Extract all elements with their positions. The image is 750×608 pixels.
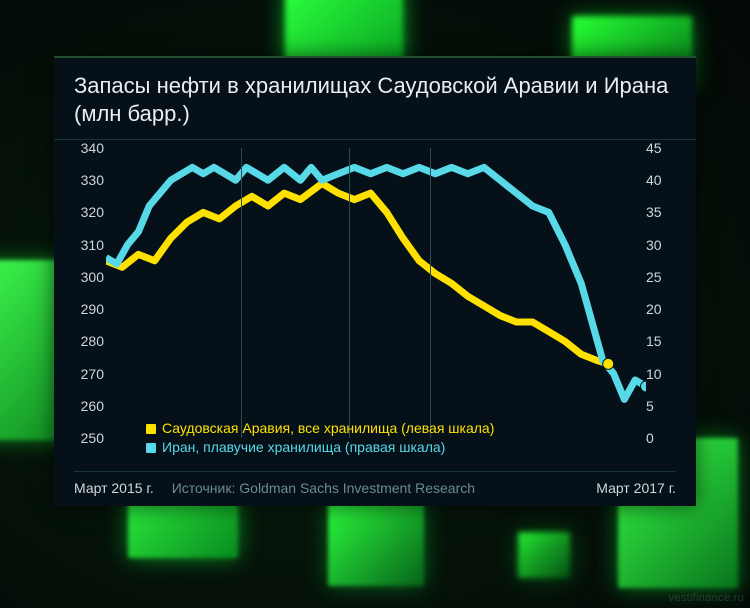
y-tick: 270 [74,367,104,381]
chart-area: 250260270280290300310320330340 051015202… [74,148,676,438]
y-tick: 290 [74,302,104,316]
y-tick: 35 [646,205,676,219]
y-axis-left: 250260270280290300310320330340 [74,148,104,438]
y-tick: 30 [646,238,676,252]
legend-item-saudi: Саудовская Аравия, все хранилища (левая … [146,419,494,439]
y-axis-right: 051015202530354045 [646,148,676,438]
end-marker-iran [641,381,647,392]
y-tick: 320 [74,205,104,219]
grid-line [430,148,431,438]
decor-cube [518,532,570,578]
watermark: vestifinance.ru [669,592,744,604]
grid-line [349,148,350,438]
y-tick: 25 [646,270,676,284]
y-tick: 280 [74,334,104,348]
chart-footer: Март 2015 г. Источник: Goldman Sachs Inv… [74,471,676,496]
source-label: Источник: Goldman Sachs Investment Resea… [172,480,475,496]
plot-region [106,148,646,438]
y-tick: 0 [646,431,676,445]
y-tick: 310 [74,238,104,252]
legend-swatch [146,443,156,453]
y-tick: 10 [646,367,676,381]
legend-label: Саудовская Аравия, все хранилища (левая … [162,419,494,439]
y-tick: 5 [646,399,676,413]
y-tick: 300 [74,270,104,284]
legend-swatch [146,424,156,434]
y-tick: 330 [74,173,104,187]
y-tick: 15 [646,334,676,348]
grid-line [241,148,242,438]
title-block: Запасы нефти в хранилищах Саудовской Ара… [54,58,696,140]
y-tick: 260 [74,399,104,413]
end-marker-saudi [603,358,614,369]
scene: Запасы нефти в хранилищах Саудовской Ара… [0,0,750,608]
chart-title: Запасы нефти в хранилищах Саудовской Ара… [74,72,676,127]
marker-layer [106,148,646,438]
chart-panel: Запасы нефти в хранилищах Саудовской Ара… [54,56,696,506]
decor-cube [328,498,424,586]
x-start-label: Март 2015 г. [74,480,154,496]
legend: Саудовская Аравия, все хранилища (левая … [146,419,494,458]
y-tick: 40 [646,173,676,187]
legend-label: Иран, плавучие хранилища (правая шкала) [162,438,445,458]
y-tick: 340 [74,141,104,155]
legend-item-iran: Иран, плавучие хранилища (правая шкала) [146,438,494,458]
y-tick: 45 [646,141,676,155]
x-end-label: Март 2017 г. [596,480,676,496]
y-tick: 250 [74,431,104,445]
y-tick: 20 [646,302,676,316]
